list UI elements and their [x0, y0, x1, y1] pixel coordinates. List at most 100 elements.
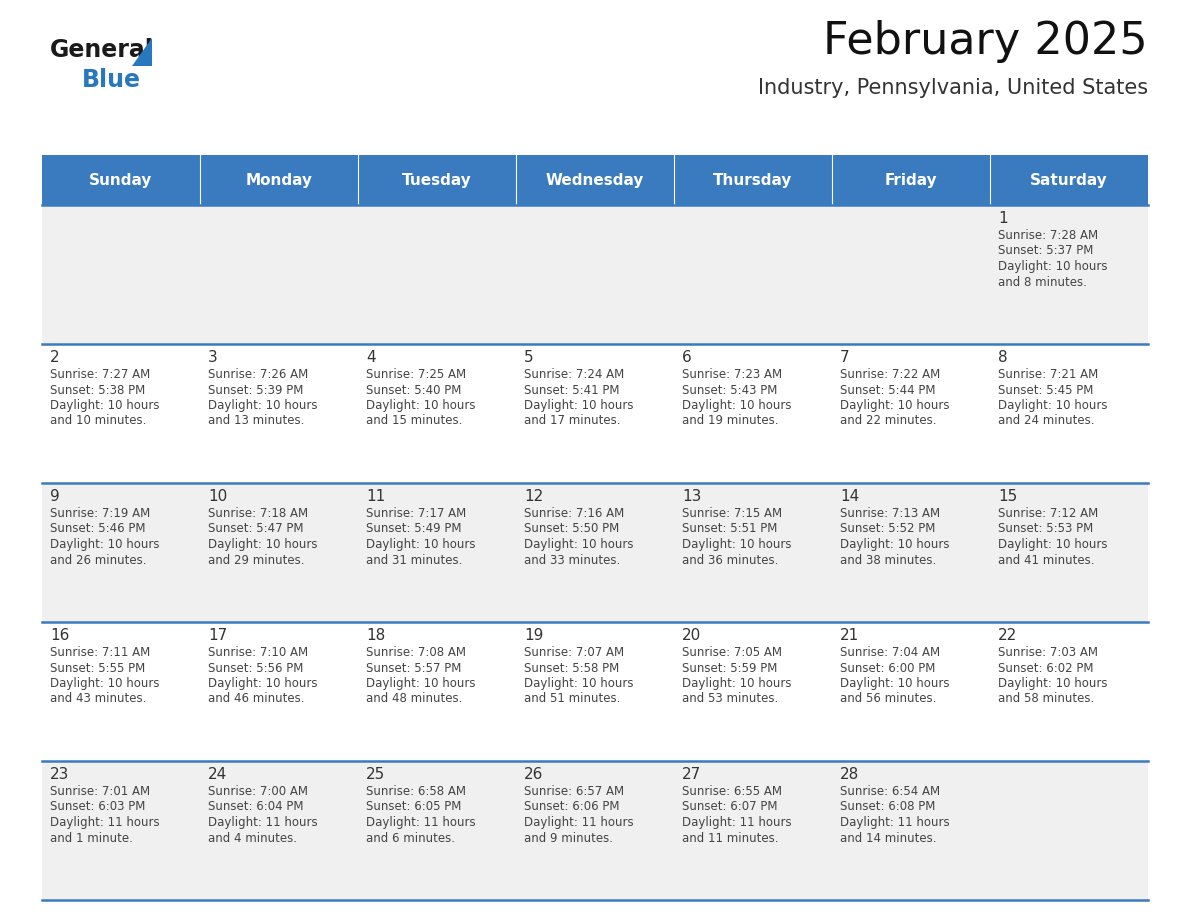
- Text: Sunset: 5:55 PM: Sunset: 5:55 PM: [50, 662, 145, 675]
- Text: Daylight: 10 hours: Daylight: 10 hours: [682, 677, 791, 690]
- Text: and 29 minutes.: and 29 minutes.: [208, 554, 304, 566]
- Text: Sunrise: 7:01 AM: Sunrise: 7:01 AM: [50, 785, 150, 798]
- Text: and 1 minute.: and 1 minute.: [50, 832, 133, 845]
- Text: Sunset: 5:46 PM: Sunset: 5:46 PM: [50, 522, 145, 535]
- Text: Sunset: 5:50 PM: Sunset: 5:50 PM: [524, 522, 619, 535]
- Text: Sunset: 6:07 PM: Sunset: 6:07 PM: [682, 800, 777, 813]
- Text: Sunrise: 6:54 AM: Sunrise: 6:54 AM: [840, 785, 940, 798]
- Text: Sunset: 5:57 PM: Sunset: 5:57 PM: [366, 662, 461, 675]
- Text: and 31 minutes.: and 31 minutes.: [366, 554, 462, 566]
- Text: 17: 17: [208, 628, 227, 643]
- Text: Thursday: Thursday: [713, 173, 792, 187]
- Text: Daylight: 10 hours: Daylight: 10 hours: [682, 538, 791, 551]
- Text: 23: 23: [50, 767, 69, 782]
- Text: Sunset: 6:04 PM: Sunset: 6:04 PM: [208, 800, 303, 813]
- Bar: [42, 344, 1148, 483]
- Text: and 4 minutes.: and 4 minutes.: [208, 832, 297, 845]
- Text: and 19 minutes.: and 19 minutes.: [682, 415, 778, 428]
- Text: and 6 minutes.: and 6 minutes.: [366, 832, 455, 845]
- Text: Daylight: 10 hours: Daylight: 10 hours: [840, 538, 949, 551]
- Text: 1: 1: [998, 211, 1007, 226]
- Bar: [42, 205, 1148, 344]
- Text: Wednesday: Wednesday: [545, 173, 644, 187]
- Text: 13: 13: [682, 489, 701, 504]
- Text: Sunrise: 7:05 AM: Sunrise: 7:05 AM: [682, 646, 782, 659]
- Text: Sunset: 5:44 PM: Sunset: 5:44 PM: [840, 384, 935, 397]
- Text: 3: 3: [208, 350, 217, 365]
- Text: 2: 2: [50, 350, 59, 365]
- Text: Sunrise: 7:24 AM: Sunrise: 7:24 AM: [524, 368, 624, 381]
- Text: Daylight: 10 hours: Daylight: 10 hours: [50, 538, 159, 551]
- Text: and 9 minutes.: and 9 minutes.: [524, 832, 613, 845]
- Text: Sunset: 5:59 PM: Sunset: 5:59 PM: [682, 662, 777, 675]
- Text: and 13 minutes.: and 13 minutes.: [208, 415, 304, 428]
- Text: Sunrise: 6:58 AM: Sunrise: 6:58 AM: [366, 785, 466, 798]
- Text: and 10 minutes.: and 10 minutes.: [50, 415, 146, 428]
- Text: Daylight: 11 hours: Daylight: 11 hours: [840, 816, 949, 829]
- Text: Sunset: 6:06 PM: Sunset: 6:06 PM: [524, 800, 619, 813]
- Polygon shape: [132, 38, 152, 66]
- Text: 28: 28: [840, 767, 859, 782]
- Text: 24: 24: [208, 767, 227, 782]
- Text: Daylight: 10 hours: Daylight: 10 hours: [50, 399, 159, 412]
- Bar: [832, 155, 990, 205]
- Text: 8: 8: [998, 350, 1007, 365]
- Bar: [990, 155, 1148, 205]
- Text: Daylight: 11 hours: Daylight: 11 hours: [208, 816, 317, 829]
- Text: Industry, Pennsylvania, United States: Industry, Pennsylvania, United States: [758, 78, 1148, 98]
- Text: Sunset: 5:38 PM: Sunset: 5:38 PM: [50, 384, 145, 397]
- Text: Daylight: 10 hours: Daylight: 10 hours: [524, 538, 633, 551]
- Text: Daylight: 10 hours: Daylight: 10 hours: [840, 677, 949, 690]
- Text: 25: 25: [366, 767, 385, 782]
- Text: Sunset: 6:02 PM: Sunset: 6:02 PM: [998, 662, 1093, 675]
- Text: Daylight: 10 hours: Daylight: 10 hours: [998, 677, 1107, 690]
- Text: Sunrise: 7:11 AM: Sunrise: 7:11 AM: [50, 646, 150, 659]
- Text: and 38 minutes.: and 38 minutes.: [840, 554, 936, 566]
- Bar: [358, 155, 516, 205]
- Text: 19: 19: [524, 628, 543, 643]
- Text: 7: 7: [840, 350, 849, 365]
- Bar: [42, 622, 1148, 761]
- Bar: [200, 155, 358, 205]
- Text: Daylight: 10 hours: Daylight: 10 hours: [840, 399, 949, 412]
- Text: Daylight: 10 hours: Daylight: 10 hours: [208, 677, 317, 690]
- Text: 14: 14: [840, 489, 859, 504]
- Text: 11: 11: [366, 489, 385, 504]
- Text: Sunset: 5:43 PM: Sunset: 5:43 PM: [682, 384, 777, 397]
- Text: 9: 9: [50, 489, 59, 504]
- Text: Sunrise: 6:55 AM: Sunrise: 6:55 AM: [682, 785, 782, 798]
- Text: Sunset: 5:49 PM: Sunset: 5:49 PM: [366, 522, 461, 535]
- Text: Daylight: 10 hours: Daylight: 10 hours: [366, 399, 475, 412]
- Text: and 53 minutes.: and 53 minutes.: [682, 692, 778, 706]
- Text: 27: 27: [682, 767, 701, 782]
- Text: Daylight: 11 hours: Daylight: 11 hours: [682, 816, 791, 829]
- Text: 16: 16: [50, 628, 69, 643]
- Text: and 51 minutes.: and 51 minutes.: [524, 692, 620, 706]
- Text: 4: 4: [366, 350, 375, 365]
- Text: and 58 minutes.: and 58 minutes.: [998, 692, 1094, 706]
- Text: and 26 minutes.: and 26 minutes.: [50, 554, 146, 566]
- Text: Sunrise: 7:16 AM: Sunrise: 7:16 AM: [524, 507, 624, 520]
- Text: Sunset: 5:51 PM: Sunset: 5:51 PM: [682, 522, 777, 535]
- Text: Sunrise: 7:13 AM: Sunrise: 7:13 AM: [840, 507, 940, 520]
- Text: 20: 20: [682, 628, 701, 643]
- Text: Sunset: 5:40 PM: Sunset: 5:40 PM: [366, 384, 461, 397]
- Text: and 15 minutes.: and 15 minutes.: [366, 415, 462, 428]
- Text: Daylight: 11 hours: Daylight: 11 hours: [366, 816, 475, 829]
- Text: Daylight: 10 hours: Daylight: 10 hours: [998, 260, 1107, 273]
- Text: Sunset: 6:08 PM: Sunset: 6:08 PM: [840, 800, 935, 813]
- Text: Daylight: 11 hours: Daylight: 11 hours: [524, 816, 633, 829]
- Text: 12: 12: [524, 489, 543, 504]
- Text: and 41 minutes.: and 41 minutes.: [998, 554, 1094, 566]
- Text: and 46 minutes.: and 46 minutes.: [208, 692, 304, 706]
- Text: Daylight: 10 hours: Daylight: 10 hours: [366, 677, 475, 690]
- Text: Sunset: 5:41 PM: Sunset: 5:41 PM: [524, 384, 619, 397]
- Text: Sunrise: 7:08 AM: Sunrise: 7:08 AM: [366, 646, 466, 659]
- Text: Sunrise: 7:26 AM: Sunrise: 7:26 AM: [208, 368, 308, 381]
- Text: Sunset: 5:53 PM: Sunset: 5:53 PM: [998, 522, 1093, 535]
- Text: and 17 minutes.: and 17 minutes.: [524, 415, 620, 428]
- Text: Sunrise: 7:19 AM: Sunrise: 7:19 AM: [50, 507, 150, 520]
- Text: Sunrise: 7:18 AM: Sunrise: 7:18 AM: [208, 507, 308, 520]
- Text: Sunrise: 7:28 AM: Sunrise: 7:28 AM: [998, 229, 1098, 242]
- Text: and 14 minutes.: and 14 minutes.: [840, 832, 936, 845]
